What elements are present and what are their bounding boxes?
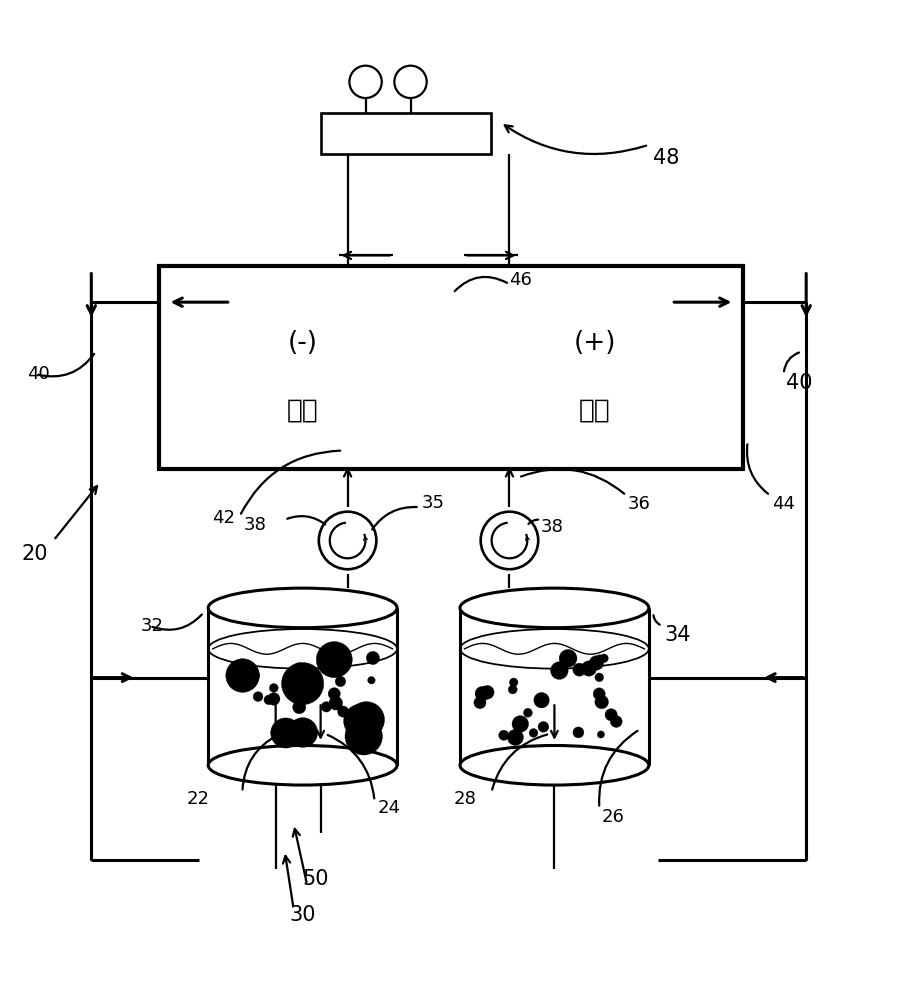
Text: 电极: 电极 [579, 397, 611, 423]
Circle shape [337, 706, 349, 717]
Circle shape [336, 676, 345, 687]
Circle shape [510, 678, 518, 687]
Circle shape [348, 702, 384, 738]
Text: 电极: 电极 [287, 397, 318, 423]
Circle shape [345, 718, 382, 755]
Text: 22: 22 [187, 790, 210, 808]
Text: 24: 24 [377, 799, 400, 817]
Circle shape [534, 692, 549, 708]
Circle shape [600, 654, 608, 663]
Circle shape [559, 649, 577, 667]
Circle shape [594, 695, 609, 709]
Circle shape [253, 692, 263, 702]
Circle shape [366, 651, 380, 665]
Text: 32: 32 [141, 617, 164, 635]
Circle shape [583, 662, 592, 671]
Circle shape [321, 702, 332, 712]
Circle shape [550, 662, 568, 679]
Circle shape [359, 721, 370, 732]
Text: 35: 35 [421, 494, 445, 512]
Circle shape [512, 716, 529, 732]
Ellipse shape [460, 588, 649, 628]
Circle shape [226, 659, 260, 692]
Text: 38: 38 [244, 516, 267, 534]
Circle shape [268, 693, 280, 705]
Text: 36: 36 [628, 495, 651, 513]
Circle shape [264, 695, 273, 705]
Circle shape [294, 663, 302, 671]
Text: 20: 20 [21, 544, 48, 564]
Bar [159, 266, 743, 469]
Circle shape [270, 683, 278, 692]
Text: 44: 44 [772, 495, 795, 513]
Circle shape [596, 655, 603, 662]
Text: 28: 28 [454, 790, 476, 808]
Text: 26: 26 [601, 808, 624, 826]
Circle shape [594, 662, 601, 669]
Circle shape [523, 708, 532, 717]
Circle shape [368, 676, 375, 684]
Ellipse shape [460, 745, 649, 785]
Circle shape [538, 721, 548, 732]
Circle shape [281, 663, 324, 705]
Ellipse shape [208, 588, 397, 628]
Circle shape [573, 727, 584, 738]
Circle shape [288, 718, 318, 747]
Circle shape [286, 679, 297, 690]
Circle shape [474, 696, 486, 709]
Text: 42: 42 [212, 509, 235, 527]
Circle shape [581, 661, 596, 676]
Circle shape [508, 685, 517, 694]
Circle shape [296, 722, 305, 731]
Text: 40: 40 [786, 373, 812, 393]
Text: 50: 50 [303, 869, 329, 889]
Circle shape [499, 730, 509, 740]
Text: 30: 30 [290, 905, 316, 925]
Circle shape [328, 688, 340, 700]
Text: 40: 40 [26, 365, 50, 383]
Text: 48: 48 [653, 148, 680, 168]
Circle shape [292, 701, 306, 714]
Circle shape [529, 728, 538, 737]
Circle shape [286, 734, 294, 742]
Circle shape [344, 704, 378, 738]
Circle shape [594, 688, 605, 700]
Circle shape [329, 696, 343, 710]
Text: (+): (+) [574, 330, 616, 356]
Circle shape [605, 709, 617, 721]
Circle shape [249, 670, 260, 680]
Circle shape [317, 642, 353, 678]
Circle shape [271, 718, 301, 748]
Circle shape [611, 716, 622, 727]
Text: 46: 46 [510, 271, 532, 289]
Circle shape [475, 686, 490, 701]
Bar [320, 113, 492, 154]
Circle shape [589, 656, 603, 670]
Circle shape [573, 663, 586, 676]
Circle shape [597, 731, 604, 738]
Circle shape [481, 685, 494, 699]
Ellipse shape [208, 745, 397, 785]
Circle shape [594, 673, 603, 682]
Text: 38: 38 [541, 518, 564, 536]
Text: 34: 34 [664, 625, 691, 645]
Text: (-): (-) [288, 330, 318, 356]
Circle shape [507, 729, 523, 745]
